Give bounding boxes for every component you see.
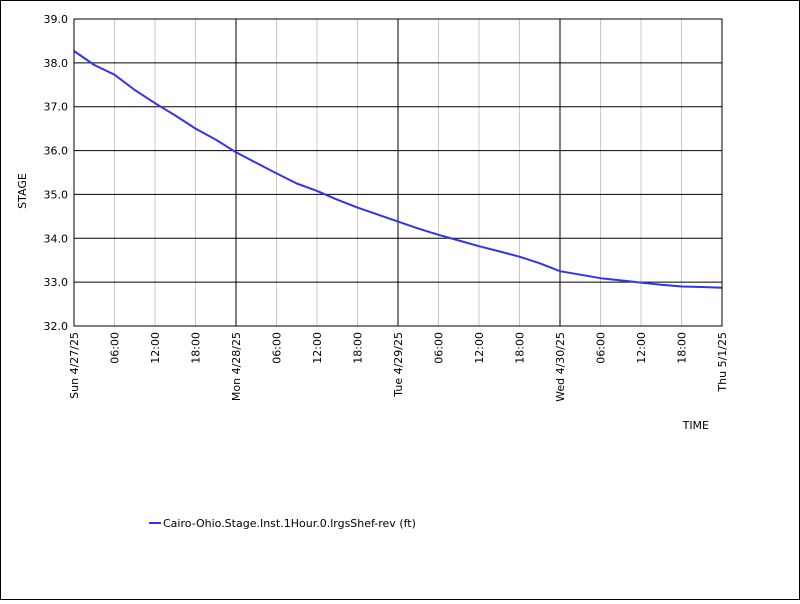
minor-gridlines	[114, 19, 682, 326]
series-line	[73, 50, 723, 289]
x-tick-label: Tue 4/29/25	[392, 332, 405, 398]
major-gridlines	[74, 19, 722, 326]
x-tick-label: 12:00	[149, 332, 162, 364]
x-tick-label: Wed 4/30/25	[554, 332, 567, 402]
y-tick-label: 35.0	[44, 188, 69, 201]
x-tick-label: 18:00	[352, 332, 365, 364]
x-tick-label: 12:00	[473, 332, 486, 364]
x-tick-label: 06:00	[271, 332, 284, 364]
y-tick-label: 39.0	[44, 13, 69, 26]
x-axis-ticks: Sun 4/27/25 06:00 12:00 18:00 Mon 4/28/25 06:…	[68, 332, 729, 402]
series-lines	[73, 50, 723, 289]
x-tick-label: Thu 5/1/25	[716, 332, 729, 393]
y-axis-ticks: 32.0 33.0 34.0 35.0 36.0 37.0 38.0 39.0	[44, 13, 69, 333]
x-tick-label: 06:00	[109, 332, 122, 364]
x-tick-label: Sun 4/27/25	[68, 332, 81, 399]
x-tick-label: 18:00	[190, 332, 203, 364]
x-tick-label: 06:00	[595, 332, 608, 364]
y-tick-label: 34.0	[44, 232, 69, 245]
y-tick-label: 38.0	[44, 57, 69, 70]
x-tick-label: 18:00	[676, 332, 689, 364]
x-tick-label: 12:00	[311, 332, 324, 364]
legend: Cairo-Ohio.Stage.Inst.1Hour.0.lrgsShef-r…	[149, 517, 416, 530]
x-tick-label: 12:00	[635, 332, 648, 364]
x-tick-label: Mon 4/28/25	[230, 332, 243, 401]
legend-label: Cairo-Ohio.Stage.Inst.1Hour.0.lrgsShef-r…	[163, 517, 416, 530]
x-axis-label: TIME	[682, 419, 709, 432]
x-tick-label: 18:00	[514, 332, 527, 364]
x-tick-label: 06:00	[433, 332, 446, 364]
y-tick-label: 32.0	[44, 320, 69, 333]
y-axis-label: STAGE	[16, 173, 29, 209]
y-tick-label: 33.0	[44, 276, 69, 289]
y-tick-label: 36.0	[44, 145, 69, 158]
plot-border	[73, 18, 723, 327]
y-tick-label: 37.0	[44, 101, 69, 114]
